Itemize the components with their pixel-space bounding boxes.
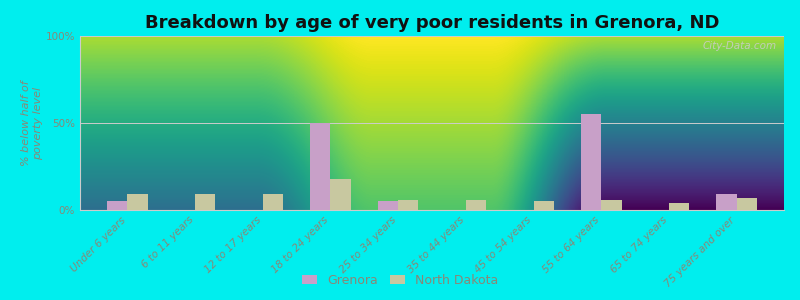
Bar xyxy=(398,200,418,210)
Bar xyxy=(737,198,757,210)
Y-axis label: % below half of
poverty level: % below half of poverty level xyxy=(22,80,43,166)
Bar xyxy=(127,194,148,210)
Text: City-Data.com: City-Data.com xyxy=(703,41,777,51)
Bar xyxy=(378,201,398,210)
Bar xyxy=(581,114,602,210)
Bar xyxy=(716,194,737,210)
Bar xyxy=(534,201,554,210)
Bar xyxy=(466,200,486,210)
Bar xyxy=(669,203,690,210)
Legend: Grenora, North Dakota: Grenora, North Dakota xyxy=(298,270,502,291)
Title: Breakdown by age of very poor residents in Grenora, ND: Breakdown by age of very poor residents … xyxy=(145,14,719,32)
Bar xyxy=(602,200,622,210)
Bar xyxy=(262,194,283,210)
Bar xyxy=(107,201,127,210)
Bar xyxy=(310,123,330,210)
Bar xyxy=(195,194,215,210)
Bar xyxy=(330,179,350,210)
